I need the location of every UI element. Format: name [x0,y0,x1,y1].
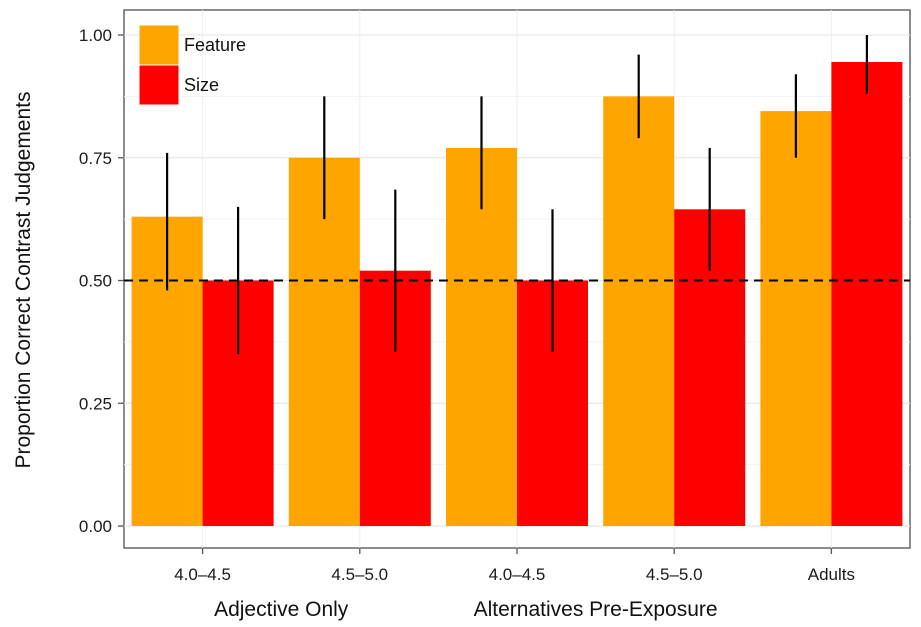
legend-swatch-size [138,64,180,106]
legend-swatch-feature [138,24,180,66]
legend-label-size: Size [184,75,219,95]
y-tick-label: 0.00 [79,517,112,536]
x-tick-label: Adults [808,565,855,584]
bars [131,62,903,527]
bar-feature-3 [603,96,675,526]
x-tick-label: 4.0–4.5 [174,565,231,584]
legend-label-feature: Feature [184,35,246,55]
x-tick-label: 4.0–4.5 [489,565,546,584]
y-tick-label: 0.50 [79,272,112,291]
y-tick-label: 0.25 [79,394,112,413]
y-tick-label: 1.00 [79,26,112,45]
x-group-label: Alternatives Pre-Exposure [474,598,718,621]
x-tick-label: 4.5–5.0 [331,565,388,584]
bar-feature-2 [446,147,517,526]
legend: Feature Size [138,24,246,106]
bar-size-4 [831,62,903,526]
y-axis-ticks: 0.00 0.25 0.50 0.75 1.00 [79,26,124,536]
x-axis-ticks: 4.0–4.5 4.5–5.0 4.0–4.5 4.5–5.0 Adults Adject… [174,548,855,621]
bar-feature-4 [760,111,832,526]
y-tick-label: 0.75 [79,149,112,168]
error-bars [166,35,869,355]
x-group-label: Adjective Only [214,598,349,621]
x-tick-label: 4.5–5.0 [646,565,703,584]
y-axis-title: Proportion Correct Contrast Judgements [12,91,35,468]
